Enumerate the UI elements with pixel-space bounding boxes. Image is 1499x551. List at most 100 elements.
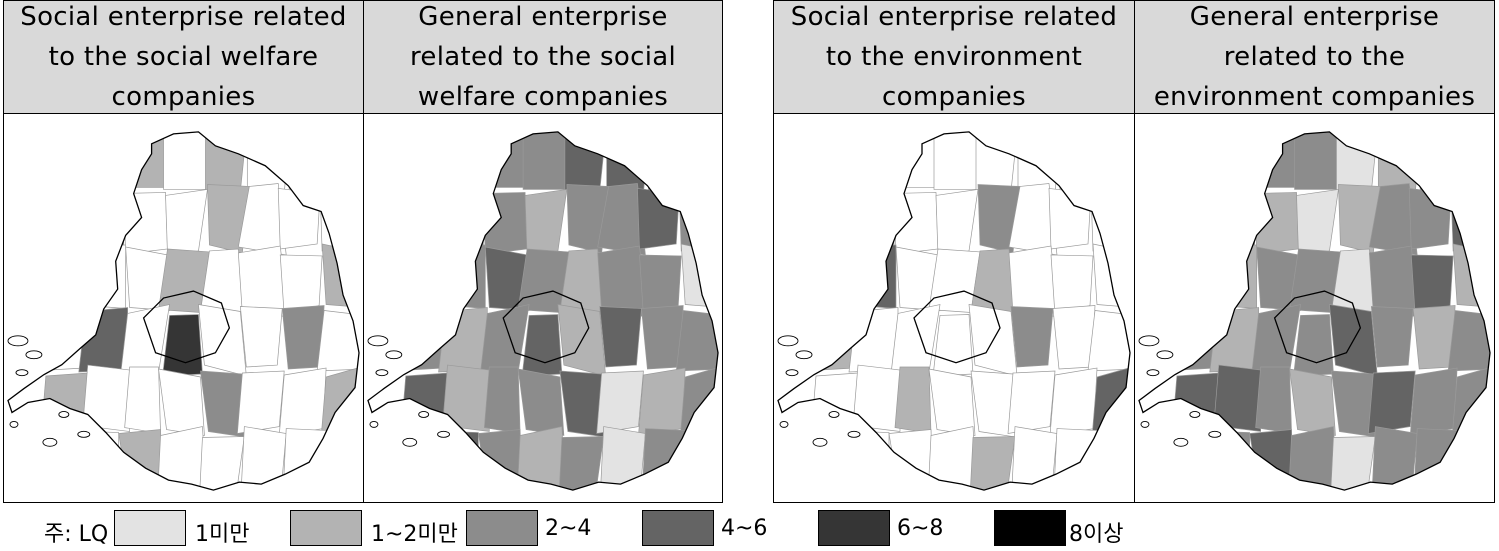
district-region xyxy=(278,367,327,436)
district-region xyxy=(1050,254,1094,316)
island xyxy=(779,420,789,428)
district-region xyxy=(521,314,563,377)
district-region xyxy=(1213,364,1261,432)
panel-title: Social enterprise related to the social … xyxy=(4,1,363,114)
district-region xyxy=(281,305,325,370)
district-region xyxy=(82,364,130,432)
city-boundary xyxy=(1273,290,1362,364)
island xyxy=(402,437,418,447)
district-region xyxy=(1252,131,1297,188)
district-region xyxy=(1174,309,1218,371)
island xyxy=(1189,411,1201,418)
district-region xyxy=(1330,436,1376,491)
district-region xyxy=(928,368,976,436)
district-region xyxy=(1088,131,1130,185)
district-region xyxy=(599,306,642,368)
district-region xyxy=(809,185,853,251)
map-panel-4: General enterprise related to the enviro… xyxy=(1134,1,1494,502)
legend-label: 1미만 xyxy=(195,522,250,547)
district-region xyxy=(1059,131,1100,196)
district-region xyxy=(1209,307,1260,373)
district-region xyxy=(680,243,719,308)
district-region xyxy=(37,131,81,184)
district-region xyxy=(479,304,530,375)
district-region xyxy=(79,131,123,186)
district-region xyxy=(853,244,897,309)
island xyxy=(7,335,29,347)
district-region xyxy=(282,428,329,491)
province-outline xyxy=(7,131,360,491)
district-region xyxy=(893,192,939,255)
district-region xyxy=(600,426,646,489)
district-region xyxy=(442,364,490,432)
district-region xyxy=(1294,131,1341,190)
district-region xyxy=(524,189,568,257)
district-region xyxy=(975,131,1019,192)
district-region xyxy=(239,306,283,368)
district-region xyxy=(891,131,937,188)
district-region xyxy=(399,185,442,251)
district-region xyxy=(279,254,323,316)
district-region xyxy=(564,131,608,192)
island xyxy=(1140,420,1150,428)
district-region xyxy=(678,190,719,252)
district-region xyxy=(483,366,521,434)
district-region xyxy=(1412,305,1456,370)
district-region xyxy=(813,309,857,371)
district-region xyxy=(443,244,486,309)
district-region xyxy=(637,188,680,250)
district-region xyxy=(482,192,528,255)
district-region xyxy=(1254,192,1299,255)
map-group-environment: Social enterprise related to the environ… xyxy=(773,0,1495,503)
district-region xyxy=(400,372,448,437)
district-region xyxy=(890,304,941,375)
district-region xyxy=(1049,367,1098,436)
map-panel-1: Social enterprise related to the social … xyxy=(4,1,363,502)
island xyxy=(1173,437,1189,447)
district-region xyxy=(1336,131,1379,192)
legend-label: 8이상 xyxy=(1069,522,1124,547)
district-region xyxy=(810,372,859,437)
district-region xyxy=(163,131,210,190)
district-region xyxy=(1450,190,1491,252)
district-region xyxy=(321,243,360,308)
city-boundary xyxy=(913,290,1001,364)
district-region xyxy=(1408,188,1452,250)
district-region xyxy=(121,131,166,188)
region-map xyxy=(367,131,719,491)
district-region xyxy=(1210,131,1254,186)
district-region xyxy=(642,428,688,491)
island xyxy=(828,411,840,418)
district-region xyxy=(1053,428,1100,491)
district-region xyxy=(120,304,170,375)
district-region xyxy=(1455,427,1491,491)
island xyxy=(847,430,861,438)
district-region xyxy=(1255,366,1292,434)
city-boundary xyxy=(502,290,590,364)
district-region xyxy=(439,131,482,186)
district-region xyxy=(1419,131,1460,196)
district-region xyxy=(1289,368,1336,436)
island xyxy=(437,430,450,438)
district-region xyxy=(1296,189,1339,257)
district-region xyxy=(888,429,934,491)
legend-label: 6~8 xyxy=(897,516,944,541)
district-region xyxy=(639,254,682,316)
island xyxy=(795,350,813,360)
district-region xyxy=(288,131,329,196)
island xyxy=(385,350,403,360)
district-region xyxy=(317,131,360,185)
panel-title: General enterprise related to the social… xyxy=(364,1,722,114)
district-region xyxy=(83,244,127,309)
district-region xyxy=(1168,131,1212,184)
island xyxy=(418,411,430,418)
district-region xyxy=(401,247,444,317)
map-legend: 주: LQ 1미만 1~2미만 2~4 4~6 6~8 8이상 xyxy=(0,506,1499,551)
district-region xyxy=(641,305,684,370)
district-region xyxy=(638,367,686,436)
district-region xyxy=(165,189,208,257)
district-region xyxy=(969,436,1016,491)
district-region xyxy=(1251,304,1301,375)
island xyxy=(375,369,389,377)
district-region xyxy=(676,131,719,185)
